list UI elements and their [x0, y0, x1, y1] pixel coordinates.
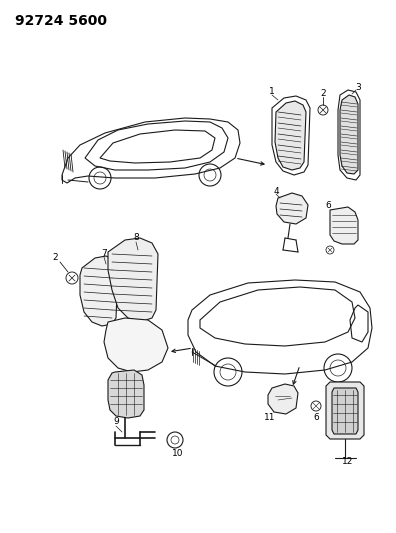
Text: 11: 11 [264, 414, 276, 423]
Text: 4: 4 [273, 187, 279, 196]
Text: 8: 8 [133, 233, 139, 243]
Polygon shape [104, 318, 168, 372]
Text: 2: 2 [52, 254, 58, 262]
Text: 6: 6 [325, 200, 331, 209]
Polygon shape [275, 101, 306, 170]
Text: 2: 2 [320, 88, 326, 98]
Polygon shape [326, 382, 364, 439]
Polygon shape [108, 238, 158, 322]
Polygon shape [332, 388, 358, 434]
Text: 12: 12 [342, 457, 354, 466]
Polygon shape [80, 256, 118, 326]
Text: 9: 9 [113, 417, 119, 426]
Text: 92724 5600: 92724 5600 [15, 14, 107, 28]
Polygon shape [108, 370, 144, 418]
Polygon shape [340, 95, 358, 174]
Text: 6: 6 [313, 414, 319, 423]
Polygon shape [268, 384, 298, 414]
Text: 1: 1 [269, 87, 275, 96]
Text: 7: 7 [101, 248, 107, 257]
Text: 3: 3 [355, 83, 361, 92]
Text: 10: 10 [172, 449, 184, 458]
Polygon shape [276, 193, 308, 224]
Polygon shape [330, 207, 358, 244]
